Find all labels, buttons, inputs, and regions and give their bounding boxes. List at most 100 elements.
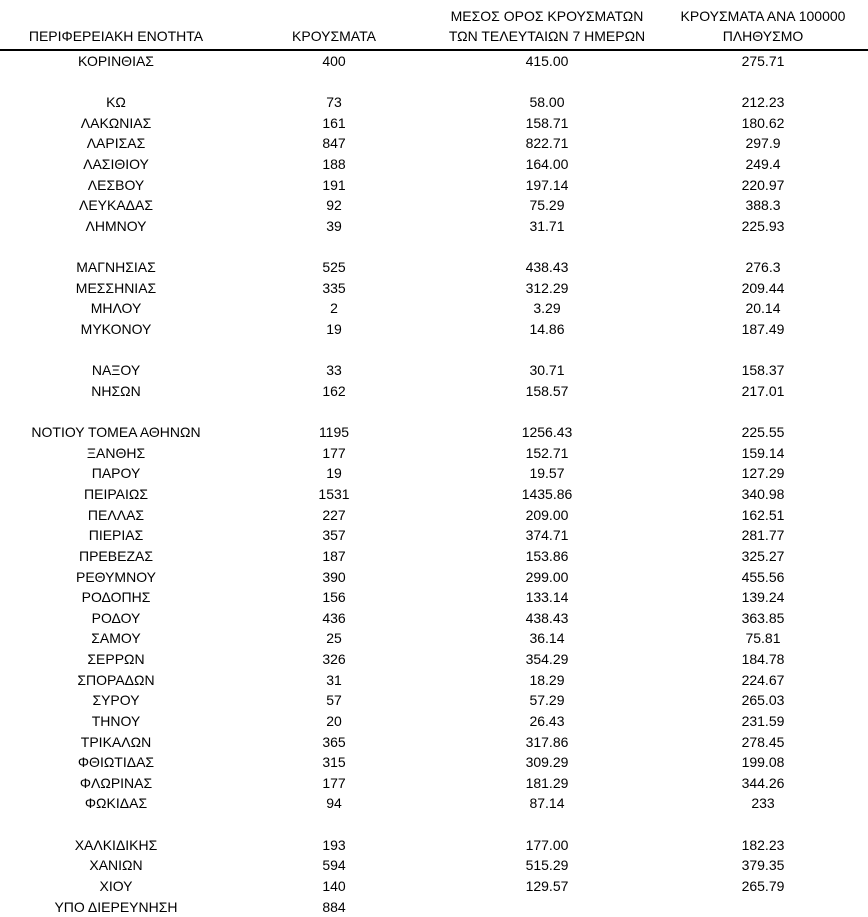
- cell-per100k: 209.44: [741, 279, 785, 296]
- cell-cases: 525: [322, 259, 346, 276]
- cell-cases: 25: [326, 630, 342, 647]
- col-header-avg-7day-line1: ΜΕΣΟΣ ΟΡΟΣ ΚΡΟΥΣΜΑΤΩΝ: [450, 8, 644, 24]
- cell-cases: 191: [322, 176, 346, 193]
- table-row: ΤΗΝΟΥ 20 26.43 231.59: [0, 711, 868, 732]
- header-row: ΠΕΡΙΦΕΡΕΙΑΚΗ ΕΝΟΤΗΤΑ ΚΡΟΥΣΜΑΤΑ ΜΕΣΟΣ ΟΡΟ…: [0, 0, 868, 51]
- cell-region: ΜΑΓΝΗΣΙΑΣ: [76, 259, 156, 276]
- table-row: ΤΡΙΚΑΛΩΝ 365 317.86 278.45: [0, 732, 868, 753]
- cell-per100k: 344.26: [741, 774, 785, 791]
- cell-region: ΤΗΝΟΥ: [91, 712, 141, 729]
- cell-avg7: 87.14: [529, 795, 565, 812]
- cell-per100k: 233: [751, 795, 775, 812]
- table-row: ΣΕΡΡΩΝ 326 354.29 184.78: [0, 649, 868, 670]
- cell-per100k: 217.01: [741, 382, 785, 399]
- table-row: ΚΩ 73 58.00 212.23: [0, 92, 868, 113]
- cell-region: ΣΕΡΡΩΝ: [87, 651, 145, 668]
- col-header-regional-unit: ΠΕΡΙΦΕΡΕΙΑΚΗ ΕΝΟΤΗΤΑ: [0, 0, 232, 51]
- table-row: ΣΠΟΡΑΔΩΝ 31 18.29 224.67: [0, 670, 868, 691]
- cell-avg7: 822.71: [525, 135, 569, 152]
- cell-region: ΦΛΩΡΙΝΑΣ: [79, 774, 153, 791]
- cell-per100k: 212.23: [741, 94, 785, 111]
- cell-region: ΠΕΙΡΑΙΩΣ: [84, 486, 148, 503]
- spacer-row: [0, 72, 868, 93]
- spacer-cell: [0, 340, 868, 361]
- table-row: ΝΑΞΟΥ 33 30.71 158.37: [0, 360, 868, 381]
- spacer-cell: [0, 814, 868, 835]
- cell-cases: 193: [322, 836, 346, 853]
- cell-per100k: 127.29: [741, 465, 785, 482]
- cell-cases: 20: [326, 712, 342, 729]
- cell-cases: 31: [326, 671, 342, 688]
- cell-avg7: 164.00: [525, 156, 569, 173]
- table-row: ΠΑΡΟΥ 19 19.57 127.29: [0, 463, 868, 484]
- cell-region: ΜΗΛΟΥ: [90, 300, 142, 317]
- table-row: ΡΟΔΟΠΗΣ 156 133.14 139.24: [0, 587, 868, 608]
- cell-avg7: 129.57: [525, 877, 569, 894]
- cell-cases: 57: [326, 692, 342, 709]
- spacer-cell: [0, 237, 868, 258]
- cell-region: ΤΡΙΚΑΛΩΝ: [80, 733, 152, 750]
- cell-cases: 39: [326, 217, 342, 234]
- col-header-per-100k: ΚΡΟΥΣΜΑΤΑ ΑΝΑ 100000 ΠΛΗΘΥΣΜΟ: [658, 0, 868, 51]
- table-row: ΜΗΛΟΥ 2 3.29 20.14: [0, 298, 868, 319]
- cell-avg7: 36.14: [529, 630, 565, 647]
- cell-region: ΛΕΣΒΟΥ: [87, 176, 145, 193]
- cell-region: ΦΩΚΙΔΑΣ: [84, 795, 148, 812]
- table-row: ΜΑΓΝΗΣΙΑΣ 525 438.43 276.3: [0, 257, 868, 278]
- table-row: ΠΡΕΒΕΖΑΣ 187 153.86 325.27: [0, 546, 868, 567]
- cell-region: ΥΠΟ ΔΙΕΡΕΥΝΗΣΗ: [54, 898, 178, 915]
- cell-per100k: 182.23: [741, 836, 785, 853]
- cell-region: ΧΙΟΥ: [99, 877, 133, 894]
- cell-per100k: 275.71: [741, 53, 785, 69]
- col-header-cases: ΚΡΟΥΣΜΑΤΑ: [232, 0, 436, 51]
- cell-cases: 400: [322, 53, 346, 69]
- cell-avg7: 209.00: [525, 506, 569, 523]
- cell-region: ΣΠΟΡΑΔΩΝ: [77, 671, 155, 688]
- cell-per100k: [658, 897, 868, 917]
- spacer-row: [0, 340, 868, 361]
- cell-avg7: 354.29: [525, 651, 569, 668]
- cell-avg7: 1435.86: [521, 486, 573, 503]
- cell-cases: 884: [322, 898, 346, 915]
- cell-cases: 19: [326, 465, 342, 482]
- cell-avg7: 30.71: [529, 362, 565, 379]
- cell-per100k: 379.35: [741, 857, 785, 874]
- col-header-avg-7day-line2: ΤΩΝ ΤΕΛΕΥΤΑΙΩΝ 7 ΗΜΕΡΩΝ: [448, 28, 646, 44]
- table-row: ΣΥΡΟΥ 57 57.29 265.03: [0, 690, 868, 711]
- cell-cases: 1531: [318, 486, 350, 503]
- cell-avg7: 299.00: [525, 568, 569, 585]
- table-row: ΣΑΜΟΥ 25 36.14 75.81: [0, 628, 868, 649]
- cell-region: ΧΑΝΙΩΝ: [89, 857, 143, 874]
- cell-region: ΝΟΤΙΟΥ ΤΟΜΕΑ ΑΘΗΝΩΝ: [31, 424, 201, 441]
- cell-region: ΝΑΞΟΥ: [91, 362, 141, 379]
- cell-cases: 227: [322, 506, 346, 523]
- cell-region: ΣΑΜΟΥ: [91, 630, 141, 647]
- cell-region: ΦΘΙΩΤΙΔΑΣ: [77, 754, 155, 771]
- cell-region: ΜΥΚΟΝΟΥ: [80, 321, 152, 338]
- cell-cases: 162: [322, 382, 346, 399]
- table-row: ΡΟΔΟΥ 436 438.43 363.85: [0, 608, 868, 629]
- spacer-row: [0, 402, 868, 423]
- table-row: ΦΩΚΙΔΑΣ 94 87.14 233: [0, 793, 868, 814]
- cell-per100k: 187.49: [741, 321, 785, 338]
- cell-cases: 92: [326, 197, 342, 214]
- cell-avg7: 75.29: [529, 197, 565, 214]
- cell-per100k: 231.59: [741, 712, 785, 729]
- cell-per100k: 276.3: [745, 259, 781, 276]
- cell-cases: 140: [322, 877, 346, 894]
- cell-cases: 847: [322, 135, 346, 152]
- cell-cases: 2: [330, 300, 338, 317]
- table-row: ΝΟΤΙΟΥ ΤΟΜΕΑ ΑΘΗΝΩΝ 1195 1256.43 225.55: [0, 422, 868, 443]
- cell-per100k: 265.79: [741, 877, 785, 894]
- table-row: ΛΕΥΚΑΔΑΣ 92 75.29 388.3: [0, 195, 868, 216]
- col-header-per-100k-line2: ΠΛΗΘΥΣΜΟ: [722, 28, 804, 44]
- cell-cases: 335: [322, 279, 346, 296]
- cell-avg7: 181.29: [525, 774, 569, 791]
- cell-cases: 156: [322, 589, 346, 606]
- cell-region: ΛΗΜΝΟΥ: [85, 217, 147, 234]
- cell-per100k: 20.14: [745, 300, 781, 317]
- cell-cases: 73: [326, 94, 342, 111]
- cell-per100k: 388.3: [745, 197, 781, 214]
- cell-per100k: 225.93: [741, 217, 785, 234]
